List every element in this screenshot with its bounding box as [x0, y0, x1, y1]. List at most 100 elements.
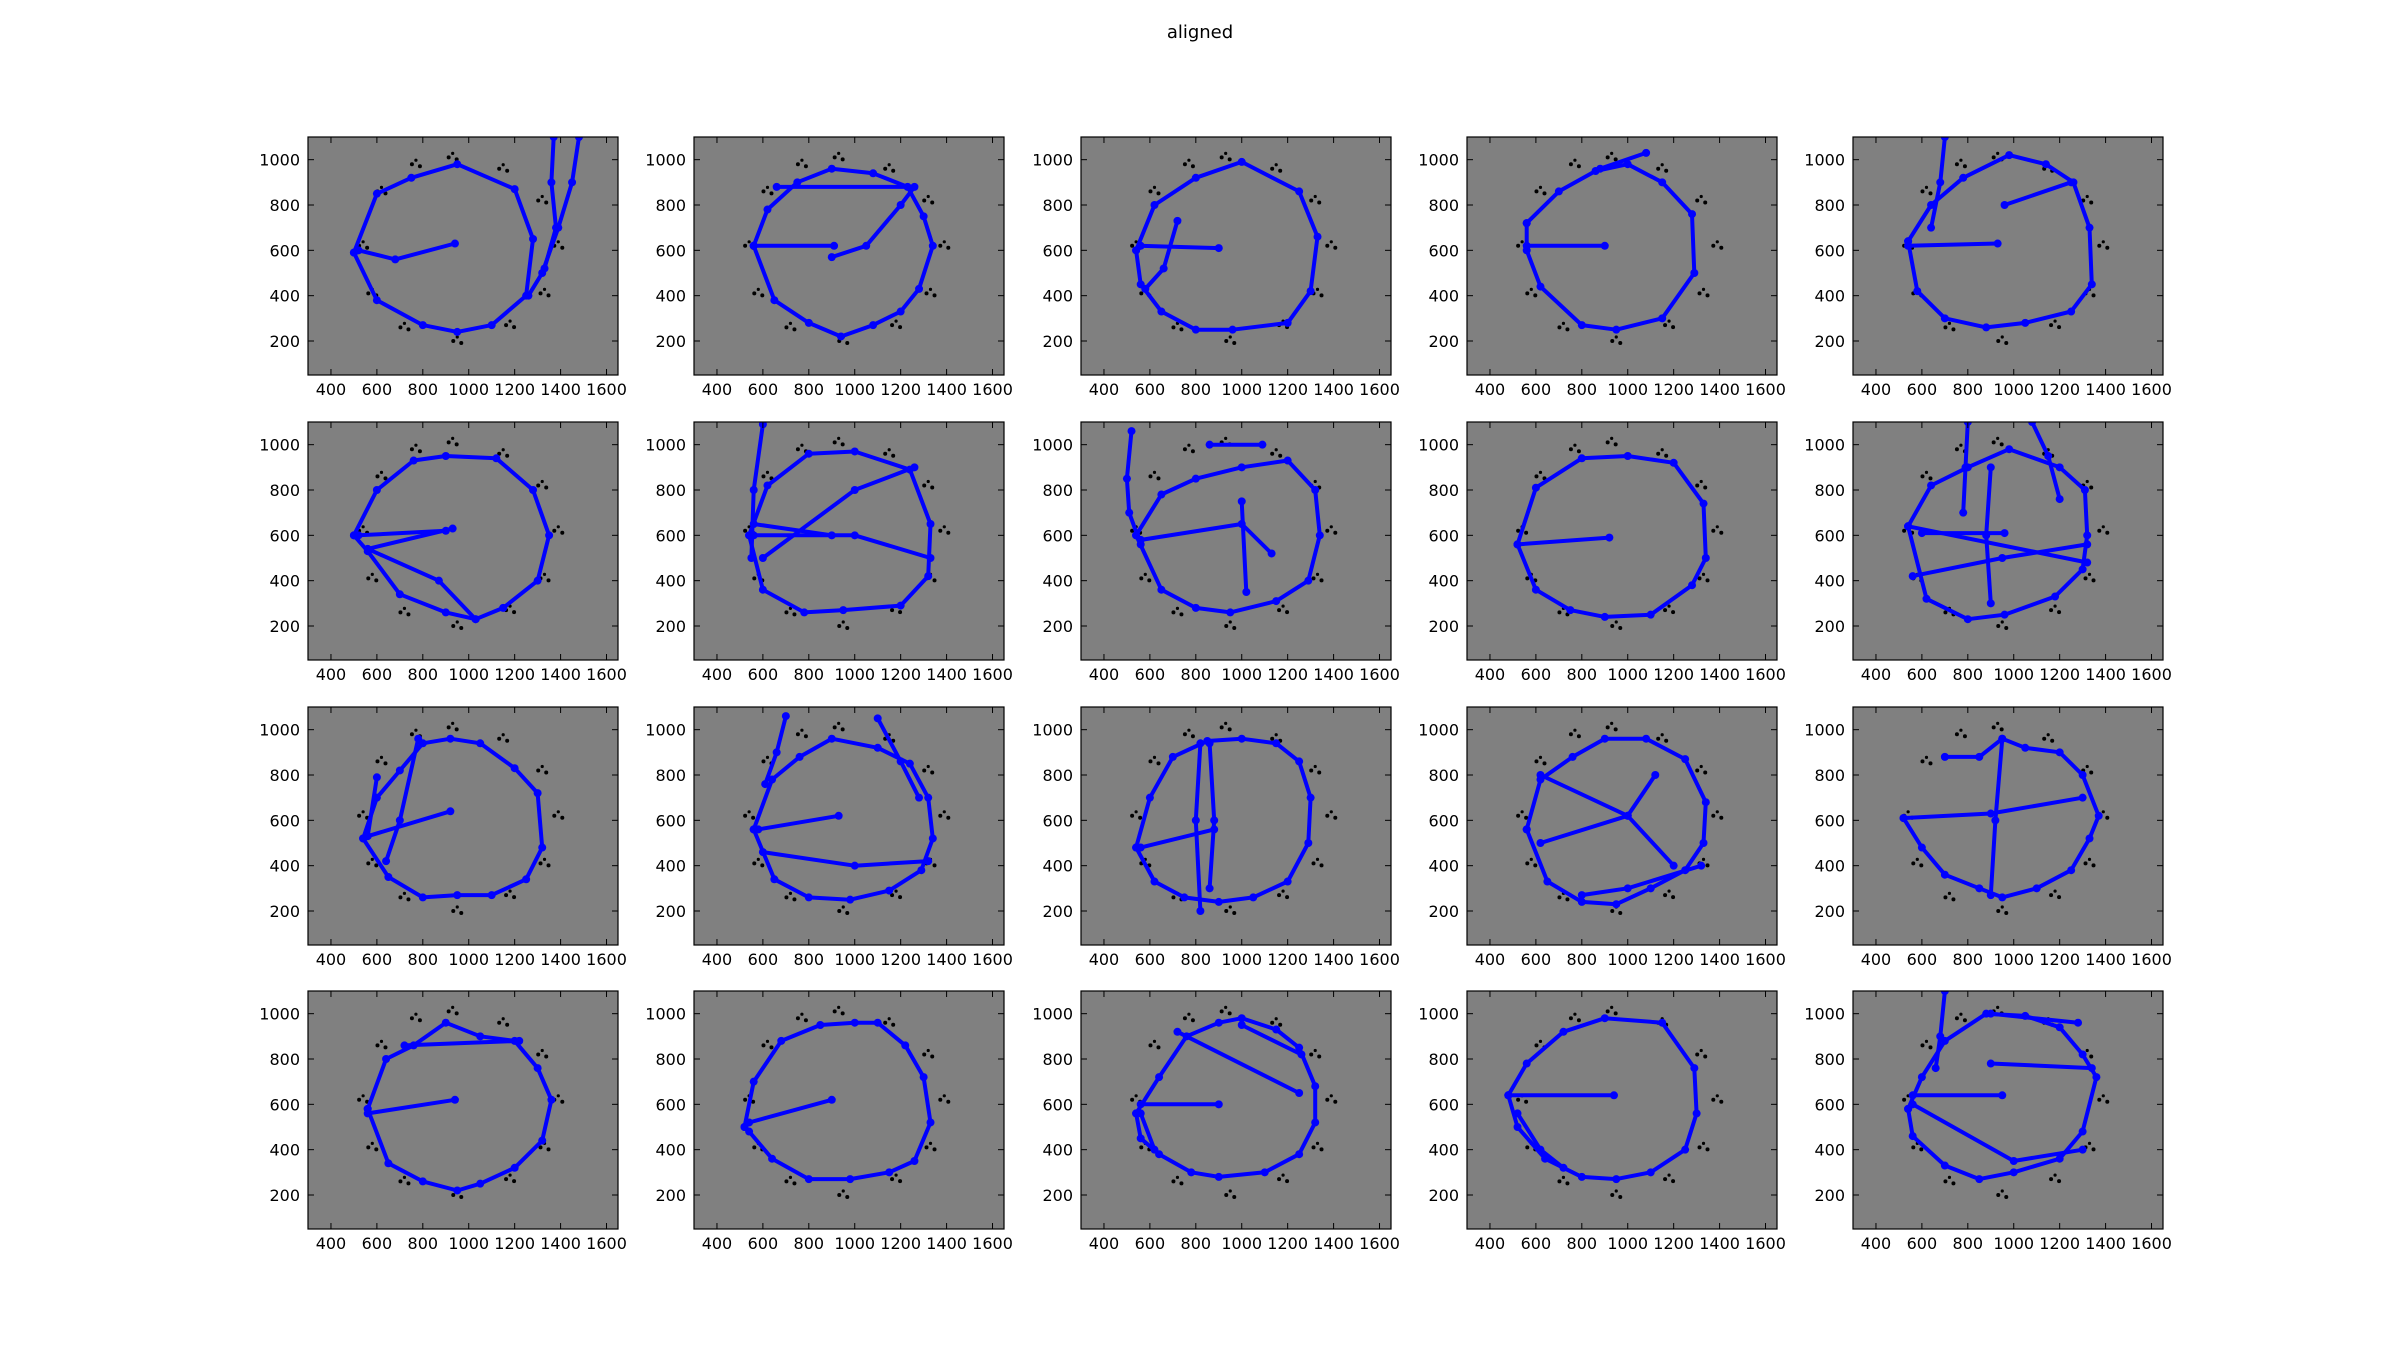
- trajectory-point: [763, 481, 772, 490]
- axes-background: [1467, 137, 1777, 375]
- landmark-marker: [765, 755, 770, 760]
- landmark-marker: [1705, 1147, 1710, 1152]
- landmark-marker: [560, 1099, 565, 1104]
- landmark-marker: [1278, 453, 1283, 458]
- landmark-marker: [890, 608, 895, 613]
- landmark-marker: [540, 764, 544, 769]
- landmark-marker: [1533, 863, 1538, 868]
- landmark-marker: [2049, 608, 2054, 613]
- landmark-marker: [383, 191, 388, 196]
- trajectory-point: [453, 1186, 462, 1195]
- landmark-marker: [800, 1012, 804, 1016]
- landmark-marker: [1329, 525, 1333, 529]
- trajectory-point: [749, 486, 758, 494]
- x-tick-label: 1400: [926, 1234, 967, 1253]
- x-tick-label: 1600: [972, 380, 1013, 399]
- y-tick-label: 400: [1814, 572, 1845, 591]
- landmark-marker: [890, 323, 895, 328]
- axes-frame: [1852, 706, 2164, 946]
- trajectory-point: [772, 748, 781, 757]
- trajectory-point: [1669, 861, 1678, 870]
- landmark-marker: [2053, 604, 2057, 608]
- axes-background: [1853, 137, 2163, 375]
- landmark-marker: [556, 810, 560, 814]
- trajectory-point: [1688, 210, 1697, 219]
- landmark-marker: [1274, 163, 1278, 167]
- landmark-marker: [451, 1005, 455, 1010]
- landmark-marker: [1171, 1179, 1176, 1184]
- landmark-marker: [1329, 1094, 1333, 1098]
- landmark-marker: [932, 1147, 937, 1152]
- landmark-marker: [505, 168, 510, 173]
- x-tick-label: 1400: [1313, 665, 1354, 684]
- trajectory-point: [827, 734, 836, 743]
- trajectory-segment: [2002, 180, 2074, 207]
- landmark-marker: [1285, 610, 1290, 615]
- landmark-marker: [1996, 151, 2000, 155]
- x-tick-label: 1600: [586, 380, 627, 399]
- trajectory-point: [487, 891, 496, 900]
- trajectory-point: [1536, 282, 1545, 291]
- landmark-marker: [800, 728, 804, 732]
- subplot-11: 400 600 800 1000 1200 1400 1600 200 400 600 800 100…: [259, 706, 627, 969]
- landmark-marker: [2101, 525, 2105, 529]
- trajectory-point: [2041, 160, 2050, 169]
- x-tick-label: 1400: [540, 665, 581, 684]
- x-tick-label: 1000: [1221, 950, 1262, 969]
- trajectory-point: [1196, 907, 1205, 915]
- trajectory-point: [2074, 1018, 2083, 1027]
- landmark-marker: [832, 1009, 837, 1014]
- x-tick-label: 600: [1135, 380, 1166, 399]
- trajectory-point: [1940, 137, 1949, 141]
- landmark-marker: [1715, 1094, 1719, 1098]
- trajectory-point: [869, 321, 878, 330]
- landmark-marker: [930, 1054, 935, 1059]
- landmark-marker: [505, 1022, 510, 1027]
- landmark-marker: [1130, 813, 1135, 818]
- trajectory-point: [1191, 474, 1200, 483]
- trajectory-point: [1136, 843, 1145, 852]
- trajectory-point: [492, 454, 501, 463]
- landmark-marker: [1568, 447, 1573, 452]
- x-tick-label: 400: [316, 1234, 347, 1253]
- y-tick-label: 600: [1042, 526, 1073, 545]
- landmark-marker: [1152, 755, 1157, 760]
- trajectory-point: [538, 269, 547, 277]
- landmark-marker: [751, 815, 756, 820]
- landmark-marker: [788, 606, 793, 611]
- axes-background: [1081, 991, 1391, 1229]
- trajectory-point: [407, 173, 416, 182]
- y-tick-label: 800: [269, 766, 300, 785]
- landmark-marker: [1699, 479, 1703, 484]
- landmark-marker: [451, 624, 456, 628]
- y-tick-label: 800: [1428, 481, 1459, 500]
- trajectory-point: [372, 773, 381, 782]
- landmark-marker: [922, 198, 927, 203]
- landmark-marker: [840, 442, 845, 447]
- trajectory-point: [800, 608, 809, 617]
- x-tick-label: 1400: [2085, 950, 2126, 969]
- y-tick-label: 800: [1042, 481, 1073, 500]
- landmark-marker: [538, 861, 543, 866]
- landmark-marker: [1565, 327, 1570, 332]
- trajectory-point: [758, 585, 767, 594]
- trajectory-point: [453, 327, 462, 336]
- landmark-marker: [2105, 530, 2110, 535]
- landmark-marker: [894, 889, 898, 893]
- landmark-marker: [942, 810, 946, 814]
- trajectory-point: [1986, 809, 1995, 818]
- landmark-marker: [1701, 287, 1706, 291]
- landmark-marker: [1947, 321, 1952, 325]
- trajectory-point: [1904, 522, 1913, 531]
- trajectory-point: [1940, 1161, 1949, 1170]
- landmark-marker: [1656, 451, 1661, 456]
- y-tick-label: 1000: [1032, 1005, 1073, 1024]
- landmark-marker: [451, 1193, 456, 1197]
- trajectory-point: [1136, 1100, 1145, 1109]
- trajectory-point: [758, 554, 767, 562]
- trajectory-point: [1214, 897, 1223, 906]
- landmark-marker: [365, 245, 370, 250]
- landmark-marker: [1959, 158, 1963, 162]
- landmark-marker: [501, 448, 505, 452]
- y-tick-label: 1000: [645, 436, 686, 455]
